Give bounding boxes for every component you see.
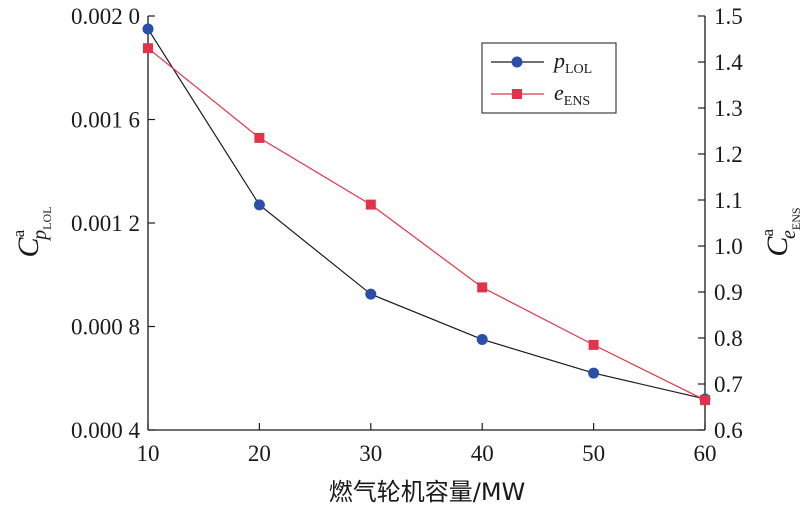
legend-item-p-lol: pLOL	[491, 48, 592, 77]
data-point-p-lol	[142, 23, 154, 35]
axes	[147, 16, 706, 431]
x-axis-title: 燃气轮机容量/MW	[329, 478, 526, 506]
x-tick-label: 30	[359, 441, 382, 466]
right-tick-label: 0.7	[714, 372, 743, 397]
right-tick-label: 0.9	[714, 280, 743, 305]
data-point-e-ens	[365, 199, 376, 210]
right-tick-label: 1.2	[714, 142, 743, 167]
legend-label-e-ens: eENS	[554, 80, 590, 109]
svg-text:CaeENS: CaeENS	[758, 207, 803, 256]
right-tick-label: 0.6	[714, 418, 743, 443]
x-tick-label: 40	[471, 441, 494, 466]
legend-marker-e-ens	[512, 89, 522, 99]
legend-marker-p-lol	[511, 56, 523, 68]
legend: pLOL eENS	[481, 42, 617, 114]
left-tick-label: 0.000 4	[71, 418, 141, 443]
right-axis-title: CaeENS	[758, 207, 803, 256]
data-point-e-ens	[700, 395, 710, 406]
data-point-e-ens	[254, 132, 265, 143]
legend-item-e-ens: eENS	[491, 80, 590, 109]
right-tick-label: 1.5	[714, 4, 743, 29]
right-tick-label: 1.4	[714, 50, 743, 75]
data-point-p-lol	[365, 288, 377, 300]
data-point-p-lol	[588, 367, 600, 379]
left-tick-label: 0.002 0	[71, 4, 140, 29]
legend-box	[481, 42, 617, 114]
data-point-p-lol	[476, 333, 488, 345]
data-point-e-ens	[477, 282, 488, 293]
data-point-e-ens	[588, 339, 599, 350]
left-axis-title: CapLOL	[9, 207, 54, 258]
x-tick-label: 50	[582, 441, 605, 466]
series	[142, 23, 711, 406]
right-tick-label: 0.8	[714, 326, 743, 351]
series-line-e-ens	[147, 47, 706, 401]
right-tick-label: 1.1	[714, 188, 743, 213]
left-tick-label: 0.001 6	[71, 108, 140, 133]
data-point-e-ens	[143, 43, 153, 54]
x-tick-label: 60	[694, 441, 717, 466]
right-tick-label: 1.0	[714, 234, 743, 259]
x-tick-label: 10	[137, 441, 160, 466]
left-tick-label: 0.001 2	[71, 211, 140, 236]
data-point-p-lol	[253, 199, 265, 211]
left-tick-label: 0.000 8	[71, 315, 140, 340]
ticks: 10 20 30 40 50 60 0.000 4 0.000 8 0.001 2 0.001 6…	[71, 4, 743, 466]
right-tick-label: 1.3	[714, 96, 743, 121]
series-line-p-lol	[147, 28, 706, 400]
svg-text:CapLOL: CapLOL	[9, 207, 54, 258]
x-tick-label: 20	[248, 441, 271, 466]
legend-label-p-lol: pLOL	[552, 48, 592, 77]
